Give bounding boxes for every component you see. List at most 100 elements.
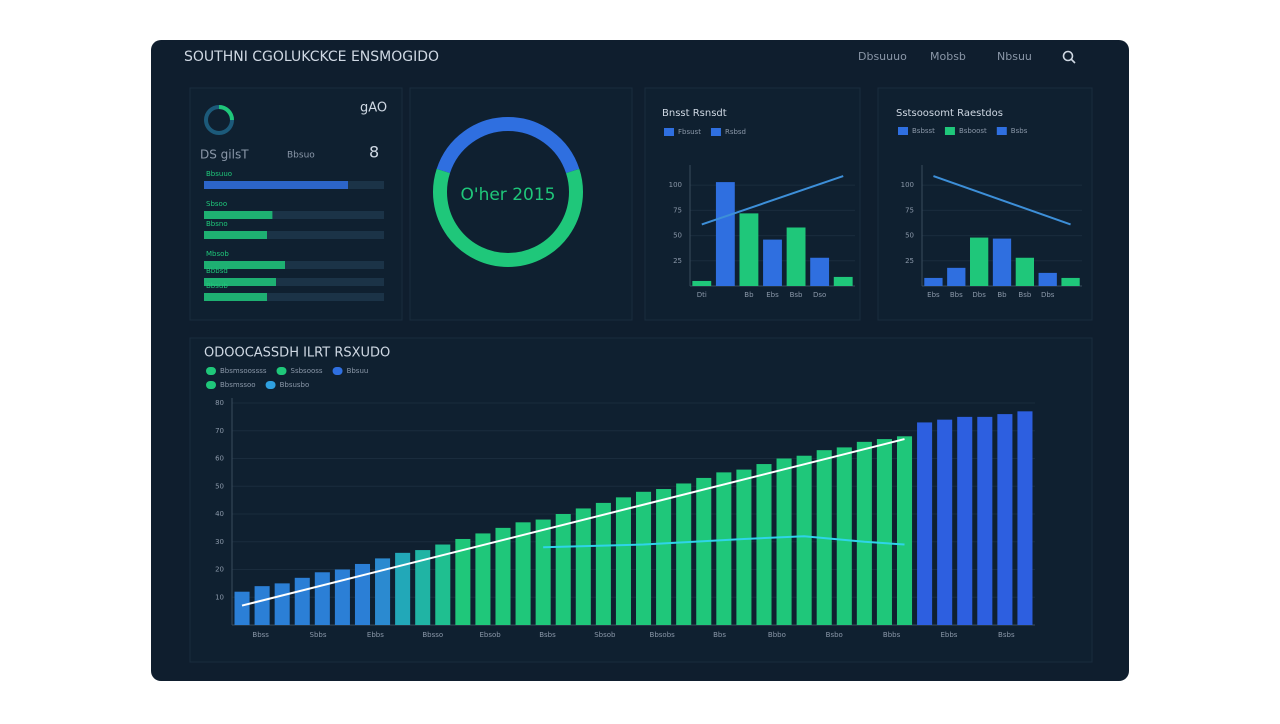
y-tick-label: 25 <box>673 257 682 265</box>
progress-fill <box>204 181 348 189</box>
y-tick-label: 10 <box>215 593 224 601</box>
x-tick-label: Bbs <box>950 291 963 299</box>
x-tick-label: Bb <box>744 291 754 299</box>
progress-label: Mbsob <box>206 250 229 258</box>
bar <box>595 502 611 625</box>
search-icon[interactable] <box>1062 50 1076 64</box>
x-tick-label: Dbs <box>1041 291 1055 299</box>
summary-label: gAO <box>360 101 387 116</box>
y-tick-label: 100 <box>901 181 914 189</box>
line-series <box>701 175 844 226</box>
legend-label: Bsbsst <box>912 127 935 135</box>
y-tick-label: 100 <box>669 181 682 189</box>
nav-item[interactable]: Nbsuu <box>997 50 1032 63</box>
donut-center-label: O'her 2015 <box>461 185 556 205</box>
legend-label: Bbsuu <box>347 367 369 375</box>
bar <box>796 455 812 625</box>
bar <box>395 552 411 625</box>
bar <box>575 508 591 625</box>
bar <box>917 422 933 625</box>
bar <box>970 237 989 286</box>
progress-label: Bbsno <box>206 220 228 228</box>
y-tick-label: 70 <box>215 427 224 435</box>
bar <box>992 238 1012 286</box>
legend-swatch <box>898 127 908 135</box>
bar <box>997 414 1013 625</box>
y-tick-label: 30 <box>215 538 224 546</box>
y-tick-label: 50 <box>673 232 682 240</box>
legend-label: Bbsmsoossss <box>220 367 267 375</box>
x-tick-label: Ebsob <box>479 631 501 639</box>
bar <box>234 591 250 625</box>
bar <box>455 538 471 625</box>
legend-swatch <box>276 367 287 375</box>
bar <box>937 419 953 625</box>
x-tick-label: Ebbs <box>940 631 957 639</box>
legend-swatch <box>996 127 1007 135</box>
bar <box>924 277 943 286</box>
chart-title: Bnsst Rsnsdt <box>662 108 727 119</box>
bar <box>856 441 872 625</box>
y-tick-label: 50 <box>905 232 914 240</box>
progress-label: Bbbsd <box>206 267 228 275</box>
bar <box>375 558 391 625</box>
progress-fill <box>204 278 276 286</box>
progress-fill <box>204 261 285 269</box>
legend-swatch <box>265 381 276 389</box>
summary-digit: 8 <box>369 143 379 162</box>
x-tick-label: Ebbs <box>367 631 384 639</box>
donut-segment <box>433 168 583 267</box>
bar <box>833 276 853 286</box>
y-tick-label: 80 <box>215 399 224 407</box>
bar <box>415 550 431 625</box>
legend-swatch <box>944 127 955 135</box>
app-title: SOUTHNI CGOLUKCKCE ENSMOGIDO <box>184 49 439 65</box>
progress-track <box>204 293 384 301</box>
bar <box>274 583 290 625</box>
x-tick-label: Bbsobs <box>650 631 676 639</box>
bar <box>1061 277 1080 286</box>
x-tick-label: Ebs <box>927 291 940 299</box>
legend-label: Bbsusbo <box>280 381 310 389</box>
x-tick-label: Dso <box>813 291 826 299</box>
progress-fill <box>204 211 273 219</box>
bar <box>615 497 631 625</box>
x-tick-label: Bsbo <box>826 631 843 639</box>
progress-track <box>204 231 384 239</box>
line-series <box>543 535 905 549</box>
progress-track <box>204 278 384 286</box>
progress-track <box>204 211 384 219</box>
legend-swatch <box>664 128 674 136</box>
progress-label: Sbsoo <box>206 200 227 208</box>
bar <box>676 483 692 625</box>
bar <box>475 533 491 625</box>
bar <box>636 491 652 625</box>
legend-label: Bsbs <box>1011 127 1028 135</box>
x-tick-label: Bbs <box>713 631 726 639</box>
y-tick-label: 75 <box>905 206 914 214</box>
gauge-icon <box>204 105 234 135</box>
donut-segment <box>436 117 580 174</box>
x-tick-label: Bsbs <box>539 631 556 639</box>
bar <box>957 416 973 625</box>
x-tick-label: Bbbo <box>768 631 786 639</box>
bar <box>786 227 806 286</box>
summary-sub: Bbsuo <box>287 151 315 161</box>
nav-item[interactable]: Mobsb <box>930 50 966 63</box>
bar <box>715 182 735 286</box>
legend-label: Ssbsooss <box>291 367 323 375</box>
bar <box>1038 272 1057 286</box>
x-tick-label: Bsb <box>1018 291 1031 299</box>
legend-label: Rsbsd <box>725 128 746 136</box>
bar <box>692 280 712 286</box>
x-tick-label: Bsb <box>790 291 803 299</box>
bar <box>535 519 551 625</box>
legend-label: Bsboost <box>959 127 987 135</box>
y-tick-label: 60 <box>215 455 224 463</box>
nav-item[interactable]: Dbsuuuo <box>858 50 907 63</box>
bar <box>334 569 350 625</box>
progress-fill <box>204 293 267 301</box>
x-tick-label: Bb <box>997 291 1007 299</box>
progress-label: Bbsub <box>206 282 228 290</box>
chart-title: ODOOCASSDH ILRT RSXUDO <box>204 346 390 361</box>
